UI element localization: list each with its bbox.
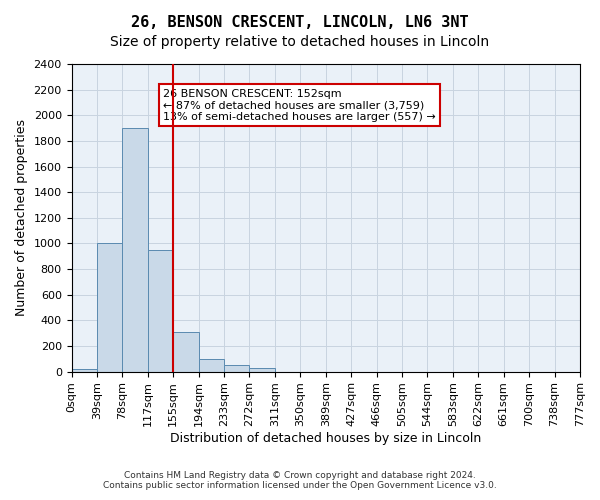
Bar	[71, 369, 97, 372]
Text: Contains HM Land Registry data © Crown copyright and database right 2024.
Contai: Contains HM Land Registry data © Crown c…	[103, 470, 497, 490]
Bar	[97, 244, 122, 372]
Y-axis label: Number of detached properties: Number of detached properties	[15, 120, 28, 316]
Text: 26, BENSON CRESCENT, LINCOLN, LN6 3NT: 26, BENSON CRESCENT, LINCOLN, LN6 3NT	[131, 15, 469, 30]
Bar	[199, 359, 224, 372]
X-axis label: Distribution of detached houses by size in Lincoln: Distribution of detached houses by size …	[170, 432, 481, 445]
Bar	[250, 368, 275, 372]
Bar	[148, 250, 173, 372]
Bar	[224, 365, 250, 372]
Text: 26 BENSON CRESCENT: 152sqm
← 87% of detached houses are smaller (3,759)
13% of s: 26 BENSON CRESCENT: 152sqm ← 87% of deta…	[163, 88, 436, 122]
Bar	[173, 332, 199, 372]
Bar	[122, 128, 148, 372]
Text: Size of property relative to detached houses in Lincoln: Size of property relative to detached ho…	[110, 35, 490, 49]
